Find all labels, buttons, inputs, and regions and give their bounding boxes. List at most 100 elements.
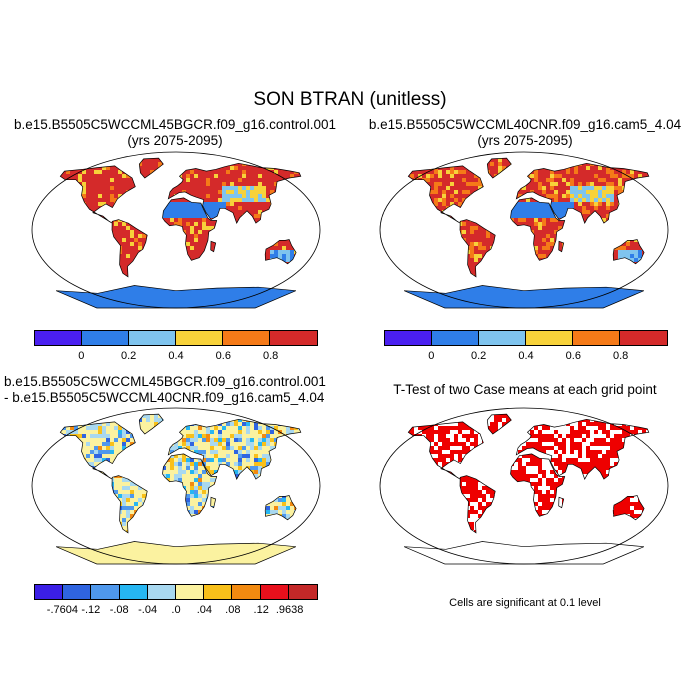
grid-cell [198,202,202,206]
grid-cell [578,170,582,174]
grid-cell [102,190,106,194]
grid-cell [190,246,194,250]
grid-cell [586,182,590,186]
grid-cell [474,222,478,226]
grid-cell [62,174,66,178]
grid-cell [606,194,610,198]
grid-cell [198,210,202,214]
grid-cell [542,250,546,254]
grid-cell [582,198,586,202]
grid-cell [566,190,570,194]
grid-cell [214,214,218,218]
grid-cell [622,174,626,178]
grid-cell [586,178,590,182]
grid-cell [110,202,114,206]
grid-cell [526,198,530,202]
grid-cell [546,246,550,250]
grid-cell [470,238,474,242]
grid-cell [102,166,106,170]
grid-cell [94,202,98,206]
grid-cell [638,250,642,254]
grid-cell [146,162,150,166]
grid-cell [278,254,282,258]
grid-cell [178,298,182,302]
grid-cell [106,198,110,202]
grid-cell [190,210,194,214]
grid-cell [542,210,546,214]
grid-cell [478,250,482,254]
grid-cell [94,294,98,298]
grid-cell [586,190,590,194]
grid-cell [630,242,634,246]
grid-cell [594,186,598,190]
grid-cell [166,214,170,218]
grid-cell [478,242,482,246]
grid-cell [534,214,538,218]
grid-cell [602,170,606,174]
grid-cell [234,190,238,194]
grid-cell [434,202,438,206]
grid-cell [558,190,562,194]
grid-cell [194,298,198,302]
grid-cell [550,182,554,186]
grid-cell [242,290,246,294]
grid-cell [458,190,462,194]
grid-cell [226,190,230,194]
grid-cell [410,174,414,178]
grid-cell [110,198,114,202]
grid-cell [538,246,542,250]
grid-cell [214,290,218,294]
grid-cell [170,290,174,294]
grid-cell [194,222,198,226]
grid-cell [274,178,278,182]
grid-cell [254,194,258,198]
grid-cell [206,226,210,230]
grid-cell [454,190,458,194]
grid-cell [558,182,562,186]
grid-cell [586,198,590,202]
grid-cell [198,174,202,178]
grid-cell [130,290,134,294]
grid-cell [602,186,606,190]
grid-cell [182,214,186,218]
grid-cell [522,190,526,194]
grid-cell [438,194,442,198]
grid-cell [250,190,254,194]
grid-cell [614,186,618,190]
grid-cell [66,170,70,174]
grid-cell [546,210,550,214]
grid-cell [550,234,554,238]
grid-cell [490,166,494,170]
grid-cell [598,202,602,206]
grid-cell [94,190,98,194]
grid-cell [594,182,598,186]
grid-cell [230,198,234,202]
grid-cell [478,234,482,238]
grid-cell [210,170,214,174]
grid-cell [542,174,546,178]
grid-cell [118,170,122,174]
grid-cell [282,170,286,174]
grid-cell [190,302,194,306]
grid-cell [158,302,162,306]
grid-cell [90,294,94,298]
grid-cell [234,198,238,202]
grid-cell [250,290,254,294]
grid-cell [86,294,90,298]
grid-cell [138,298,142,302]
grid-cell [598,174,602,178]
grid-cell [210,210,214,214]
grid-cell [610,206,614,210]
grid-cell [618,178,622,182]
grid-cell [234,186,238,190]
grid-cell [98,166,102,170]
grid-cell [546,194,550,198]
grid-cell [118,302,122,306]
grid-cell [514,210,518,214]
grid-cell [546,202,550,206]
grid-cell [554,218,558,222]
grid-cell [250,210,254,214]
grid-cell [138,242,142,246]
grid-cell [494,158,498,162]
grid-cell [150,298,154,302]
